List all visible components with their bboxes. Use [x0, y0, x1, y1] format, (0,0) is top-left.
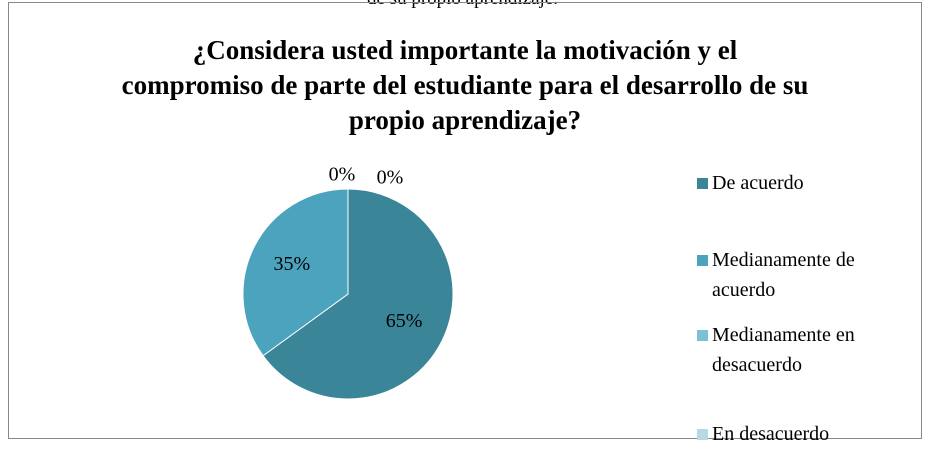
caption: de su propio aprendizaje.	[0, 0, 925, 10]
legend-label: Medianamente en desacuerdo	[712, 324, 855, 376]
chart-frame	[8, 2, 922, 439]
legend-swatch	[697, 429, 708, 440]
legend-item: En desacuerdo	[697, 419, 912, 449]
legend-item: Medianamente de acuerdo	[697, 245, 912, 305]
legend-label: En desacuerdo	[712, 423, 830, 445]
data-label: 0%	[329, 164, 356, 186]
legend-item: De acuerdo	[697, 168, 912, 198]
legend-swatch	[697, 255, 708, 266]
legend-label: Medianamente de acuerdo	[712, 249, 855, 301]
data-label: 65%	[386, 310, 423, 332]
pie-slice	[242, 188, 349, 357]
legend-swatch	[697, 178, 708, 189]
data-label: 35%	[274, 253, 311, 275]
data-label: 0%	[377, 167, 404, 189]
legend-label: De acuerdo	[712, 172, 804, 194]
pie-slice	[262, 188, 454, 400]
legend-swatch	[697, 330, 708, 341]
chart-title: ¿Considera usted importante la motivació…	[121, 35, 809, 135]
legend-item: Medianamente en desacuerdo	[697, 320, 912, 380]
